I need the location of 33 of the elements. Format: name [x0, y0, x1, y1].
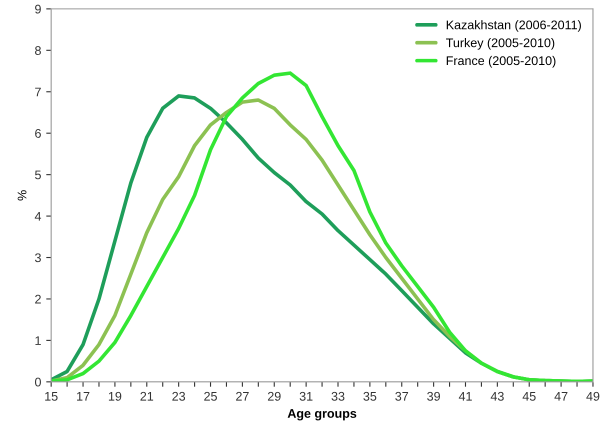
x-tick-label: 37	[395, 392, 408, 401]
y-tick-label: 2	[35, 294, 41, 304]
x-tick-label: 41	[458, 392, 472, 401]
x-tick-label: 39	[427, 392, 440, 401]
x-tick-label: 33	[332, 392, 344, 401]
y-tick-label: 5	[34, 170, 41, 180]
x-tick-label: 23	[172, 392, 186, 401]
x-tick-label: 35	[363, 392, 376, 401]
x-tick-label: 29	[268, 392, 281, 401]
x-axis-title: Age groups	[288, 409, 356, 420]
x-tick-label: 25	[204, 392, 217, 401]
y-tick-label: 4	[34, 212, 42, 221]
legend-label: France (2005-2010)	[446, 56, 556, 68]
x-tick-label: 49	[586, 392, 600, 401]
x-tick-label: 31	[300, 392, 312, 401]
x-tick-label: 27	[236, 392, 249, 401]
x-tick-label: 19	[108, 392, 122, 401]
x-tick-label: 17	[77, 392, 90, 401]
y-tick-label: 9	[35, 4, 41, 14]
y-tick-label: 8	[35, 46, 41, 55]
x-tick-label: 15	[45, 392, 58, 401]
x-tick-label: 47	[554, 392, 568, 401]
x-tick-label: 45	[522, 392, 536, 401]
y-tick-label: 6	[35, 129, 41, 138]
y-tick-label: 3	[34, 253, 41, 262]
legend-label: Kazakhstan (2006-2011)	[446, 20, 581, 32]
y-tick-label: 0	[34, 378, 41, 386]
x-tick-label: 43	[490, 392, 504, 401]
y-tick-label: 7	[35, 88, 41, 96]
legend-label: Turkey (2005-2010)	[446, 38, 554, 50]
x-tick-label: 21	[140, 392, 154, 401]
y-axis-title: %	[18, 190, 26, 200]
y-tick-label: 1	[35, 336, 41, 345]
